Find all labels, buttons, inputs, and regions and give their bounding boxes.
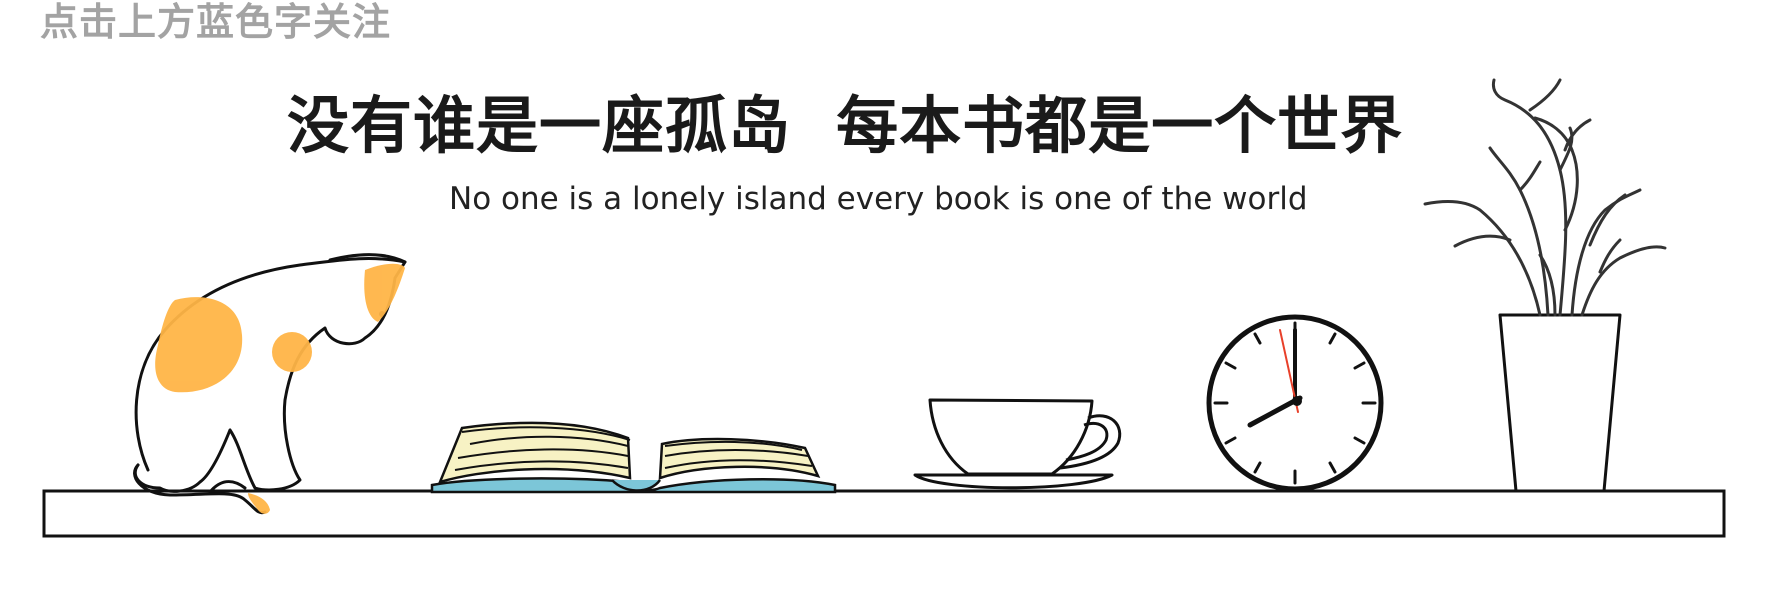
banner-title-english: No one is a lonely island every book is … [449, 181, 1308, 217]
banner-title-chinese: 没有谁是一座孤岛 每本书都是一个世界 [287, 89, 1404, 162]
vase-icon [1423, 78, 1667, 493]
teacup-icon [913, 398, 1122, 490]
cat-patches [155, 263, 405, 514]
follow-hint-text[interactable]: 点击上方蓝色字关注 [40, 0, 392, 44]
book-icon [430, 421, 837, 494]
shelf-board [42, 489, 1726, 538]
clock-icon [1206, 314, 1384, 492]
